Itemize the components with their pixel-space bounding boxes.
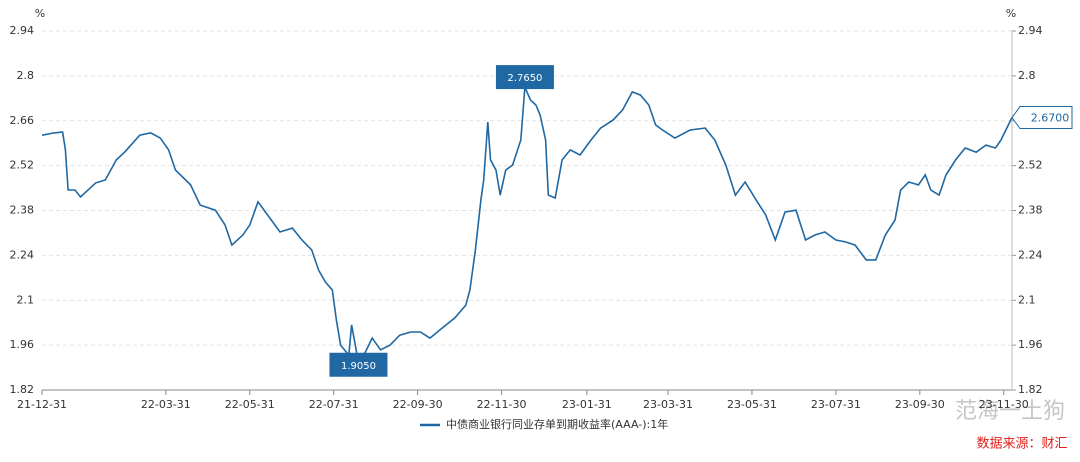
x-tick-label: 22-07-31 [309, 398, 359, 411]
annotation-label: 2.6700 [1031, 112, 1070, 125]
annotation: 2.7650 [495, 65, 554, 90]
y2-tick-label: 1.96 [1018, 338, 1043, 351]
x-tick-label: 22-11-30 [477, 398, 527, 411]
x-tick-label: 21-12-31 [17, 398, 67, 411]
data-line [41, 86, 1013, 365]
y-tick-label: 1.82 [10, 383, 35, 396]
y2-axis-unit: % [1006, 7, 1016, 20]
annotation-label: 2.7650 [507, 73, 542, 84]
y-tick-label: 2.1 [17, 293, 35, 306]
annotation: 2.6700 [1011, 106, 1073, 130]
legend: 中债商业银行同业存单到期收益率(AAA-):1年 [420, 417, 668, 431]
y-axis-unit: % [35, 7, 45, 20]
y-tick-label: 2.8 [17, 69, 35, 82]
y-tick-label: 2.24 [10, 248, 35, 261]
x-tick-label: 22-03-31 [141, 398, 191, 411]
y2-tick-label: 2.24 [1018, 248, 1043, 261]
y-tick-label: 1.96 [10, 338, 35, 351]
legend-label: 中债商业银行同业存单到期收益率(AAA-):1年 [446, 417, 668, 431]
annotation-box [495, 65, 554, 90]
x-tick-label: 23-09-30 [895, 398, 945, 411]
y-tick-label: 2.52 [10, 159, 35, 172]
annotation-label: 1.9050 [341, 361, 376, 372]
x-tick-label: 23-03-31 [643, 398, 693, 411]
x-tick-label: 22-09-30 [393, 398, 443, 411]
source-note: 数据来源：财汇 [976, 437, 1067, 452]
x-tick-label: 23-01-31 [562, 398, 612, 411]
y2-tick-label: 2.1 [1018, 293, 1036, 306]
y2-tick-label: 2.38 [1018, 204, 1043, 217]
y2-tick-label: 1.82 [1018, 383, 1043, 396]
x-tick-label: 23-07-31 [811, 398, 861, 411]
y2-tick-label: 2.94 [1018, 24, 1043, 37]
y-tick-label: 2.94 [10, 24, 35, 37]
watermark: 范海一土狗 [955, 399, 1065, 424]
y-tick-label: 2.38 [10, 204, 35, 217]
annotation-box [329, 352, 388, 377]
x-tick-label: 22-05-31 [225, 398, 275, 411]
y2-tick-label: 2.52 [1018, 159, 1043, 172]
y-tick-label: 2.66 [10, 114, 35, 127]
annotation: 1.9050 [329, 352, 388, 377]
y2-tick-label: 2.8 [1018, 69, 1036, 82]
annotation-tag [1011, 106, 1073, 130]
x-tick-label: 23-05-31 [727, 398, 777, 411]
x-tick-label: 23-11-30 [979, 398, 1029, 411]
